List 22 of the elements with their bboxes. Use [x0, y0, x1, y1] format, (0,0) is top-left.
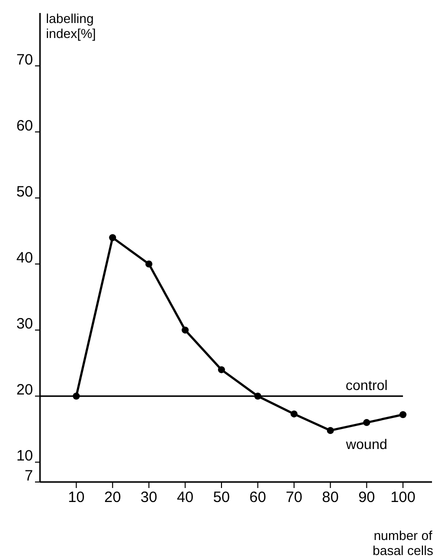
- x-tick-label: 100: [390, 489, 416, 506]
- ref-line-label: control: [346, 377, 388, 394]
- x-axis-title: number of basal cells: [372, 528, 434, 558]
- annotation: wound: [345, 436, 388, 452]
- y-tick-label: 50: [16, 183, 33, 200]
- y-tick-label: 70: [16, 51, 33, 68]
- y-tick-label: 20: [16, 382, 33, 399]
- y-tick-label: 7: [24, 468, 33, 484]
- x-tick-label: 50: [213, 489, 230, 506]
- x-tick-label: 40: [176, 489, 194, 506]
- x-tick-label: 90: [358, 489, 376, 506]
- x-tick-label: 20: [104, 489, 121, 506]
- x-tick-label: 60: [249, 489, 266, 506]
- y-tick-label: 30: [16, 316, 33, 333]
- x-tick-label: 70: [286, 489, 302, 506]
- x-tick-label: 80: [322, 489, 339, 506]
- y-tick-label: 60: [16, 117, 33, 134]
- y-tick-label: 40: [16, 250, 33, 267]
- x-tick-label: 10: [68, 489, 85, 506]
- y-tick-label: 10: [16, 448, 33, 465]
- y-axis-title: labelling index[%]: [46, 11, 96, 41]
- x-tick-label: 30: [140, 489, 158, 506]
